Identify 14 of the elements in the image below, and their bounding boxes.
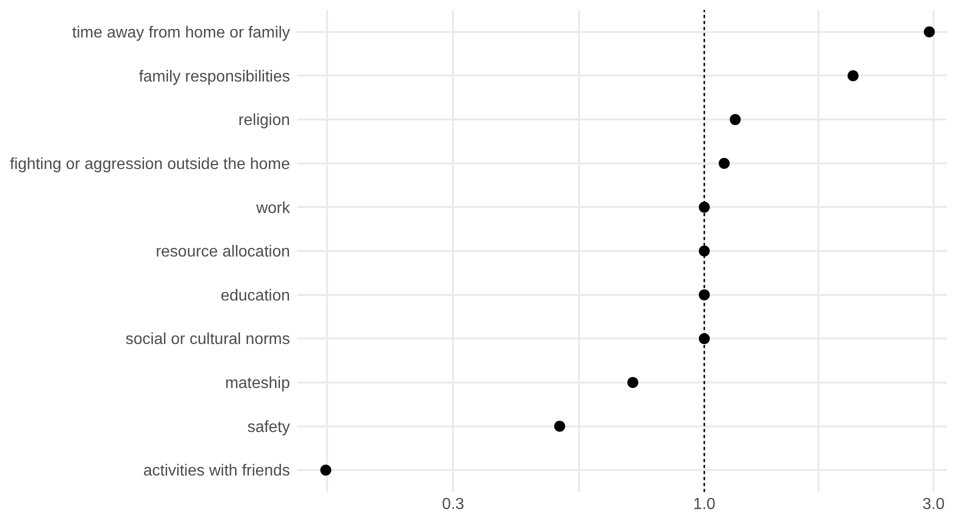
x-tick-label: 3.0: [922, 496, 945, 513]
y-tick-label: activities with friends: [143, 462, 290, 480]
y-tick-label: fighting or aggression outside the home: [10, 156, 290, 173]
y-tick-label: family responsibilities: [138, 68, 290, 86]
y-tick-label: resource allocation: [156, 244, 290, 261]
y-tick-label: social or cultural norms: [126, 331, 290, 348]
y-tick-label: safety: [247, 418, 290, 436]
y-tick-label: education: [220, 287, 290, 304]
x-tick-label: 1.0: [693, 496, 716, 513]
x-tick-label: 0.3: [442, 496, 464, 513]
y-tick-label: mateship: [225, 375, 290, 392]
y-tick-label: time away from home or family: [72, 24, 290, 42]
y-tick-label: work: [255, 200, 291, 217]
y-tick-label: religion: [238, 112, 290, 130]
